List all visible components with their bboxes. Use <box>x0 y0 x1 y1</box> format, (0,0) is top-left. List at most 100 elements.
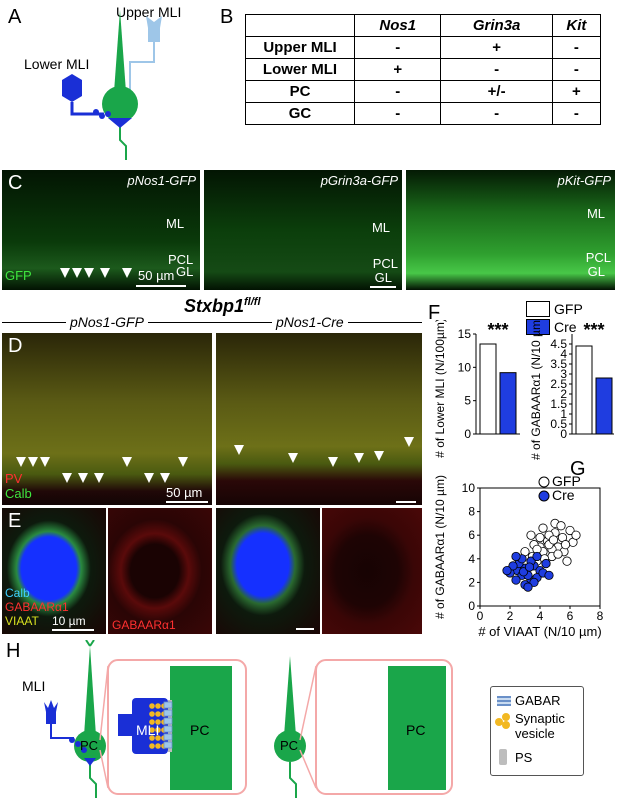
gfp-label: GFP <box>5 268 32 283</box>
scale-bar <box>396 501 416 503</box>
ml-label: ML <box>371 220 390 235</box>
upper-mli-soma <box>148 26 160 42</box>
legend-label: GABAR <box>515 693 561 708</box>
pcl-label: PCL <box>168 252 194 267</box>
arrowhead <box>374 451 384 461</box>
point-gfp <box>553 549 563 559</box>
micrograph-gfp-pv-calb: D PV Calb 50 µm <box>2 333 212 505</box>
table-row: Upper MLI - + - <box>245 36 602 59</box>
schematic-legend: GABAR Synaptic vesicle PS <box>490 686 584 776</box>
legend-item-cre: Cre <box>526 318 583 336</box>
arrowhead <box>72 268 82 278</box>
y-tick-label: 3.5 <box>550 357 567 371</box>
y-tick-label: 1.5 <box>550 397 567 411</box>
vesicle <box>149 711 155 717</box>
table-cell: +/- <box>440 80 553 103</box>
gabar-receptor <box>163 733 173 741</box>
pc-membrane <box>170 666 232 790</box>
arrowhead <box>144 473 154 483</box>
y-tick-label: 2 <box>468 575 475 589</box>
micrograph-calb-gabaar-viaat-gfp: E Calb GABAARα1 VIAAT 10 µm <box>2 508 106 634</box>
table-cell: + <box>551 80 602 103</box>
scale-bar <box>370 286 396 288</box>
table-header: Grin3a <box>440 14 553 37</box>
bar-cre <box>499 372 517 435</box>
vesicle <box>155 743 161 749</box>
scale-label: 50 µm <box>138 268 175 283</box>
bar-chart-lower-mli: 0 5 10 15 *** # of Lower MLI (N/100µm) <box>433 320 520 458</box>
legend-label: GFP <box>554 301 583 317</box>
table-cell: + <box>353 58 442 81</box>
arrowhead <box>16 457 26 467</box>
table-cell: - <box>551 102 602 125</box>
arrowhead <box>354 453 364 463</box>
genotype-title: Stxbp1fl/fl <box>184 296 261 317</box>
pc-label: PC <box>80 738 99 753</box>
gabar-receptor <box>163 709 173 717</box>
y-tick-label: 2 <box>560 387 567 401</box>
vesicle <box>155 703 161 709</box>
vesicle <box>149 727 155 733</box>
y-axis-label: # of GABAARα1 (N/10 µm) <box>529 320 543 460</box>
scale-label: 10 µm <box>52 614 86 628</box>
x-tick-label: 4 <box>537 609 544 623</box>
legend-label: Cre <box>552 487 575 503</box>
arrowhead <box>160 473 170 483</box>
panel-label-a: A <box>8 6 22 28</box>
significance-label: *** <box>487 320 508 340</box>
vesicle <box>149 719 155 725</box>
scale-bar <box>166 501 208 503</box>
y-tick-label: 1 <box>560 407 567 421</box>
micrograph-calb-gabaar-viaat-cre <box>216 508 320 634</box>
lower-mli-axon <box>70 102 104 116</box>
y-axis-label: # of Lower MLI (N/100µm) <box>433 320 447 458</box>
y-axis-label: # of GABAARα1 (N/10 µm) <box>433 475 447 619</box>
table-row: GC - - - <box>245 102 602 125</box>
arrowhead <box>84 268 94 278</box>
y-tick-label: 0 <box>464 427 471 441</box>
scale-bar <box>296 628 314 630</box>
scale-label: 50 µm <box>166 485 203 500</box>
vesicle <box>155 711 161 717</box>
pc-dendrite <box>114 10 126 92</box>
title-rule <box>2 322 422 323</box>
gabaar-label: GABAARα1 <box>5 600 69 614</box>
arrowhead <box>100 268 110 278</box>
upper-mli-dendrite <box>146 16 162 28</box>
y-tick-label: 10 <box>458 360 472 374</box>
panel-label-b: B <box>220 6 234 28</box>
point-cre <box>502 566 512 576</box>
point-cre <box>511 551 521 562</box>
micrograph-title: pGrin3a-GFP <box>320 173 398 188</box>
micrograph-gabaar-cre <box>322 508 422 634</box>
table-row-label: Upper MLI <box>245 36 355 59</box>
vesicle-icon <box>495 713 511 729</box>
point-gfp <box>538 523 548 533</box>
y-tick-label: 2.5 <box>550 377 567 391</box>
table-cell: - <box>353 80 442 103</box>
arrowhead <box>404 437 414 447</box>
legend-label: PS <box>515 749 533 765</box>
x-tick-label: 6 <box>567 609 574 623</box>
point-cre <box>544 570 554 580</box>
gabar-receptor <box>163 741 173 749</box>
vesicle <box>155 727 161 733</box>
point-gfp <box>565 525 575 536</box>
pc-dendrite <box>84 646 96 736</box>
ml-label: ML <box>586 206 605 221</box>
gl-label: GL <box>374 270 392 285</box>
point-gfp <box>556 521 566 531</box>
legend-swatch-cre <box>526 319 550 335</box>
table-header: Kit <box>551 14 602 37</box>
gl-label: GL <box>176 264 194 279</box>
pc-soma <box>74 730 106 762</box>
pc-axon <box>119 122 127 160</box>
point-cre <box>529 577 539 588</box>
arrowhead <box>94 473 104 483</box>
arrowhead <box>122 268 132 278</box>
vesicle <box>155 735 161 741</box>
arrowhead <box>288 453 298 463</box>
legend-marker-gfp <box>538 476 550 488</box>
mli-label: MLI <box>22 678 46 694</box>
